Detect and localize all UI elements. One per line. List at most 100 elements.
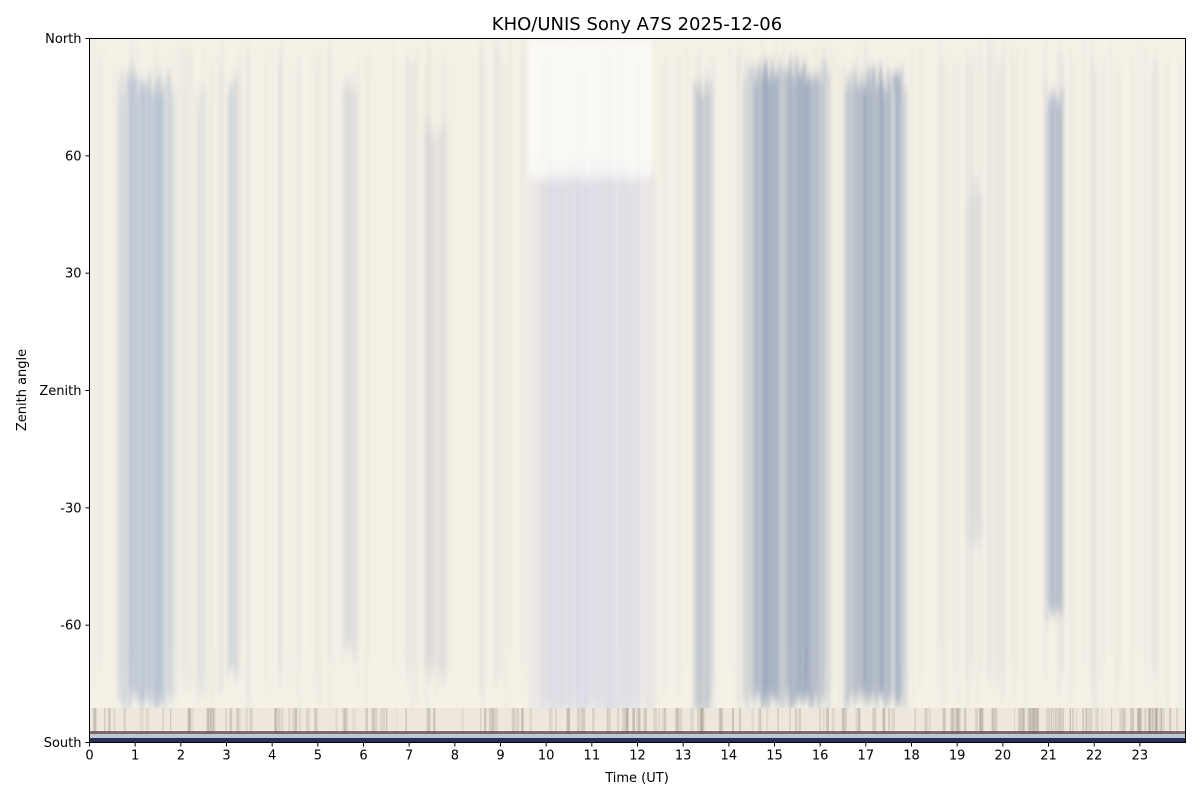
y-tick-label: -30 bbox=[60, 501, 81, 516]
horizon-stripe bbox=[1090, 708, 1093, 734]
dark-sky-band bbox=[772, 79, 776, 701]
horizon-stripe bbox=[371, 708, 376, 734]
texture-stripe bbox=[525, 39, 528, 690]
dark-sky-band bbox=[565, 158, 569, 708]
dark-sky-band bbox=[599, 156, 603, 709]
dark-sky-band bbox=[613, 166, 617, 719]
horizon-stripe bbox=[1122, 708, 1126, 734]
horizon-stripe bbox=[738, 708, 742, 734]
texture-stripe bbox=[281, 43, 284, 656]
dark-sky-band bbox=[1045, 102, 1049, 624]
horizon-line bbox=[89, 731, 1186, 734]
horizon-stripe bbox=[1082, 708, 1084, 734]
horizon-stripe bbox=[386, 708, 388, 734]
horizon-stripe bbox=[1148, 708, 1150, 734]
horizon-stripe bbox=[872, 708, 877, 734]
texture-stripe bbox=[942, 61, 945, 708]
dark-sky-band bbox=[138, 77, 142, 706]
keogram-image bbox=[89, 38, 1186, 743]
horizon-stripe bbox=[461, 708, 464, 734]
horizon-stripe bbox=[1057, 708, 1062, 734]
dark-sky-band bbox=[444, 122, 447, 672]
horizon-stripe bbox=[515, 708, 518, 734]
texture-stripe bbox=[94, 43, 95, 691]
horizon-stripe bbox=[680, 708, 683, 734]
texture-stripe bbox=[838, 65, 841, 729]
dark-sky-band bbox=[653, 176, 657, 704]
texture-stripe bbox=[1091, 41, 1093, 674]
texture-stripe bbox=[406, 51, 410, 684]
horizon-stripe bbox=[145, 708, 149, 734]
horizon-stripe bbox=[1072, 708, 1075, 734]
x-tick-label: 14 bbox=[721, 749, 738, 764]
horizon-stripe bbox=[1062, 708, 1065, 734]
horizon-stripe bbox=[342, 708, 346, 734]
horizon-stripe bbox=[1088, 708, 1091, 734]
dark-sky-band bbox=[424, 130, 428, 671]
horizon-stripe bbox=[1030, 708, 1033, 734]
texture-stripe bbox=[211, 44, 212, 651]
dark-sky-band bbox=[896, 74, 900, 707]
dark-sky-band bbox=[643, 162, 647, 723]
x-tick-label: 12 bbox=[629, 749, 646, 764]
texture-stripe bbox=[735, 59, 737, 700]
texture-stripe bbox=[737, 41, 740, 668]
texture-stripe bbox=[1166, 58, 1169, 715]
texture-stripe bbox=[297, 57, 300, 714]
horizon-stripe bbox=[212, 708, 216, 734]
dark-sky-band bbox=[601, 167, 605, 719]
horizon-stripe bbox=[187, 708, 191, 734]
horizon-stripe bbox=[1018, 708, 1022, 734]
horizon-stripe bbox=[277, 708, 281, 734]
dark-sky-band bbox=[350, 78, 354, 651]
dark-sky-band bbox=[860, 71, 864, 702]
dark-sky-band bbox=[872, 67, 876, 697]
dark-sky-band bbox=[792, 81, 796, 704]
bright-streak bbox=[892, 85, 894, 702]
bright-streak bbox=[145, 89, 147, 702]
bright-streak bbox=[436, 136, 438, 674]
dark-sky-band bbox=[120, 70, 124, 703]
texture-stripe bbox=[1003, 44, 1006, 699]
texture-stripe bbox=[923, 39, 926, 659]
horizon-stripe bbox=[924, 708, 928, 734]
dark-sky-band bbox=[868, 86, 872, 701]
dark-sky-band bbox=[587, 168, 591, 717]
horizon-stripe bbox=[858, 708, 861, 734]
dark-sky-band bbox=[140, 80, 144, 708]
texture-stripe bbox=[184, 41, 187, 691]
x-tick-label: 16 bbox=[812, 749, 829, 764]
horizon-stripe bbox=[567, 708, 571, 734]
horizon-stripe bbox=[375, 708, 378, 734]
bright-streak bbox=[1062, 97, 1064, 616]
texture-stripe bbox=[1069, 51, 1072, 701]
horizon-stripe bbox=[954, 708, 959, 734]
dark-sky-band bbox=[708, 79, 712, 705]
dark-sky-band bbox=[710, 82, 714, 721]
horizon-stripe bbox=[819, 708, 821, 734]
horizon-stripe bbox=[1054, 708, 1057, 734]
texture-stripe bbox=[500, 62, 504, 679]
texture-stripe bbox=[999, 59, 1003, 679]
bright-streak bbox=[1044, 97, 1046, 616]
horizon-stripe bbox=[548, 708, 553, 734]
horizon-stripe bbox=[950, 708, 954, 734]
texture-stripe bbox=[988, 43, 991, 683]
dark-sky-band bbox=[815, 75, 818, 696]
dark-sky-band bbox=[852, 68, 856, 707]
horizon-stripe bbox=[108, 708, 111, 734]
horizon-stripe bbox=[335, 708, 338, 734]
texture-stripe bbox=[658, 54, 659, 712]
bright-streak bbox=[618, 175, 620, 713]
horizon-stripe bbox=[113, 708, 116, 734]
dark-sky-band bbox=[198, 108, 202, 687]
texture-stripe bbox=[497, 46, 501, 674]
horizon-stripe bbox=[1176, 708, 1178, 734]
dark-sky-band bbox=[1056, 101, 1060, 611]
horizon-stripe bbox=[239, 708, 241, 734]
dark-sky-band bbox=[742, 78, 746, 702]
texture-stripe bbox=[837, 55, 839, 707]
dark-sky-band bbox=[168, 72, 172, 699]
dark-sky-band bbox=[160, 92, 164, 702]
horizon-stripe bbox=[1152, 708, 1154, 734]
